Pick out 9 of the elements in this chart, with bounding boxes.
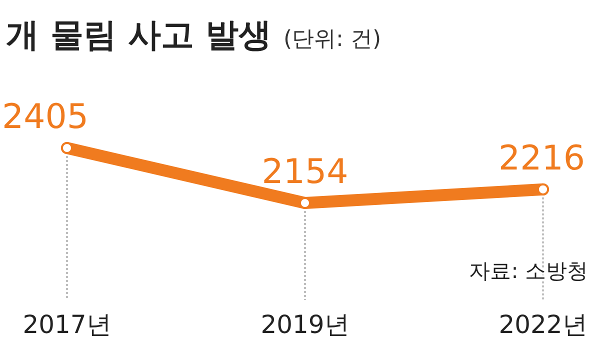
text: 자료: 소방청 <box>469 259 588 283</box>
data-label: 2216 <box>498 138 585 178</box>
x-tick-label: 2017년 <box>22 310 112 339</box>
data-label: 2405 <box>2 97 89 137</box>
chart-title: 개 물림 사고 발생 <box>6 15 272 54</box>
chart-subtitle: (단위: 건) <box>283 27 382 52</box>
x-tick-label: 2022년 <box>498 310 588 339</box>
x-tick-label: 2019년 <box>260 310 350 339</box>
data-label: 2154 <box>262 152 348 192</box>
